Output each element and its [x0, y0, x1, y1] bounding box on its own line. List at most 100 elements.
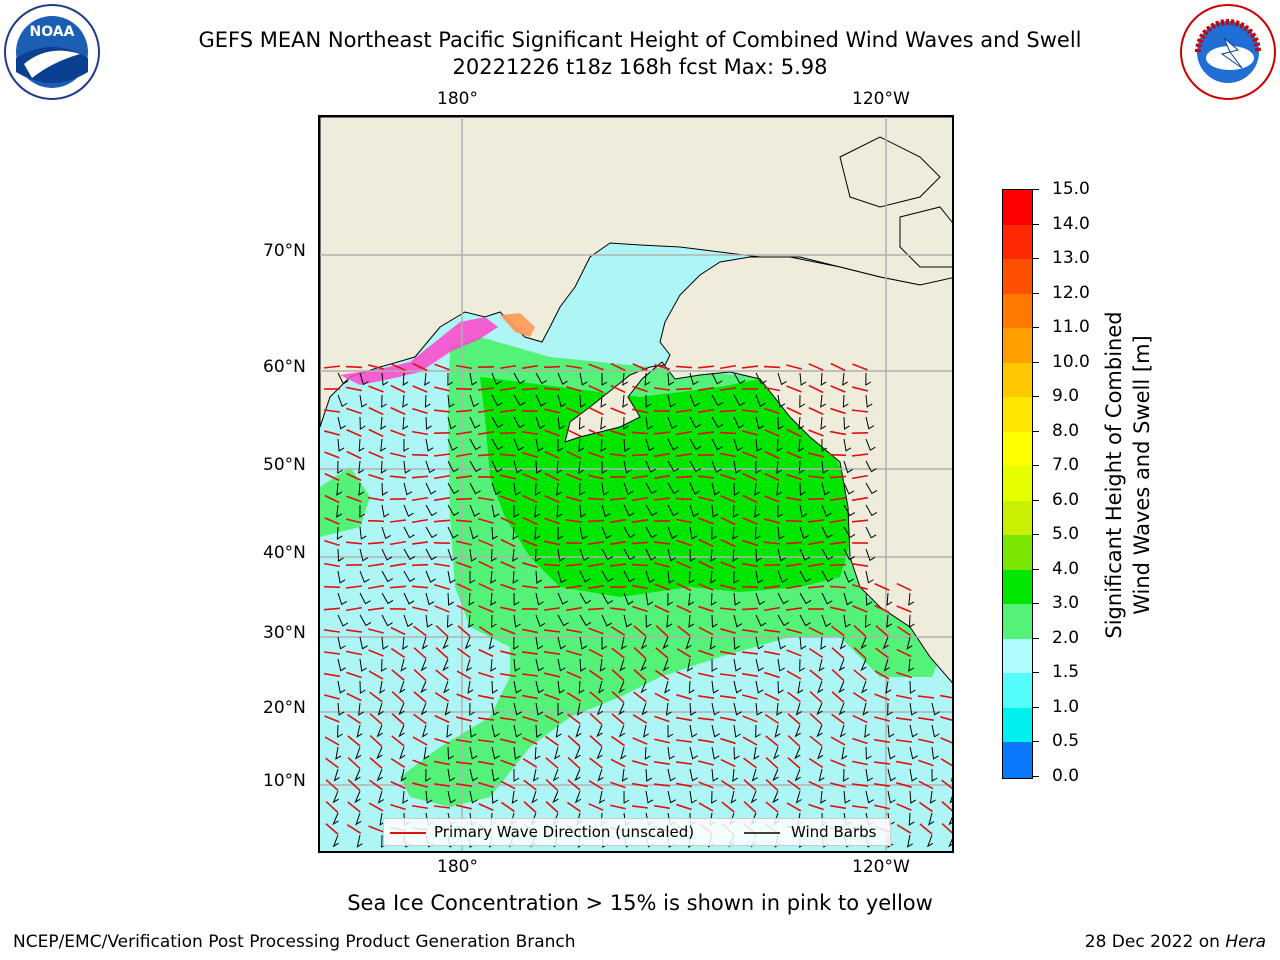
wave-direction-arrow — [522, 737, 538, 745]
wave-direction-arrow — [565, 519, 583, 523]
wave-direction-arrow — [587, 519, 605, 523]
wave-direction-arrow — [764, 650, 780, 656]
wind-barb — [381, 636, 389, 650]
wave-direction-arrow — [809, 669, 823, 681]
wind-barb — [642, 724, 649, 738]
wave-direction-arrow — [829, 518, 847, 524]
wave-direction-arrow — [434, 386, 450, 392]
wind-barb — [535, 724, 543, 738]
wave-direction-arrow — [653, 431, 671, 435]
wave-direction-arrow — [874, 716, 890, 722]
wave-direction-arrow — [831, 625, 845, 637]
wave-direction-arrow — [367, 496, 385, 502]
colorbar-tick-label: 14.0 — [1052, 213, 1090, 234]
wind-barb — [358, 702, 365, 716]
wind-barb — [645, 504, 658, 517]
wind-barb — [578, 416, 585, 430]
chart-subtitle: 20221226 t18z 168h fcst Max: 5.98 — [452, 55, 828, 79]
wind-barb — [667, 372, 675, 386]
colorbar-label-line1: Significant Height of Combined — [1102, 311, 1126, 639]
wave-direction-arrow — [456, 582, 472, 592]
wind-barb — [799, 394, 806, 408]
wind-barb — [377, 702, 384, 716]
wave-direction-arrow — [434, 605, 450, 613]
wind-barb — [906, 636, 913, 650]
wave-direction-arrow — [765, 735, 779, 747]
wave-direction-arrow — [499, 409, 517, 413]
wind-barb — [535, 460, 542, 474]
colorbar-tick-mark — [1033, 189, 1039, 190]
wave-direction-arrow — [522, 516, 538, 526]
colorbar-tick-label: 7.0 — [1052, 455, 1080, 476]
wave-direction-arrow — [807, 585, 825, 589]
wave-direction-arrow — [785, 496, 803, 502]
wind-barb — [885, 680, 892, 694]
wind-barb — [753, 746, 760, 760]
wind-barb — [887, 790, 896, 804]
wind-barb — [667, 592, 674, 606]
wind-barb — [776, 702, 783, 716]
wave-direction-arrow — [521, 585, 539, 589]
wind-barb — [356, 834, 363, 848]
wind-barb — [535, 570, 543, 584]
wind-barb — [381, 548, 393, 561]
wind-barb — [821, 592, 833, 605]
wind-barb — [491, 504, 500, 518]
wind-barb — [464, 636, 471, 650]
wave-direction-arrow — [544, 714, 560, 724]
wind-barb — [465, 658, 472, 672]
wind-barb — [491, 438, 504, 451]
wind-barb — [733, 614, 743, 628]
wind-barb — [398, 724, 405, 738]
wave-direction-arrow — [633, 669, 647, 681]
wind-barb — [620, 746, 627, 760]
wave-direction-arrow — [786, 670, 802, 680]
wind-barb — [469, 438, 482, 451]
wave-direction-arrow — [433, 409, 451, 413]
wind-barb — [843, 592, 853, 606]
wind-barb — [358, 482, 365, 496]
wave-direction-arrow — [896, 625, 912, 637]
wave-direction-arrow — [677, 625, 691, 637]
chart-title: GEFS MEAN Northeast Pacific Significant … — [198, 28, 1082, 52]
colorbar-segment — [1003, 397, 1032, 433]
wave-direction-arrow — [588, 451, 604, 459]
wave-direction-arrow — [676, 803, 692, 811]
wind-barb — [667, 790, 676, 804]
wave-direction-arrow — [346, 823, 362, 835]
wind-barb — [337, 438, 345, 452]
wave-direction-arrow — [741, 365, 759, 369]
wind-barb — [469, 570, 476, 584]
wind-barb — [555, 724, 562, 738]
wave-direction-arrow — [588, 780, 604, 790]
wave-direction-arrow — [543, 651, 561, 655]
wind-barb — [711, 768, 719, 782]
wave-direction-arrow — [698, 538, 714, 548]
wave-direction-arrow — [478, 803, 494, 811]
wave-direction-arrow — [457, 625, 471, 637]
wind-barb — [798, 438, 805, 452]
colorbar-tick-label: 15.0 — [1052, 179, 1090, 199]
wind-barb — [931, 768, 938, 782]
wave-direction-arrow — [567, 779, 581, 791]
colorbar-segment — [1003, 190, 1032, 226]
wind-barb — [816, 702, 823, 716]
wave-direction-arrow — [609, 540, 627, 546]
wave-direction-arrow — [676, 561, 692, 569]
wind-barb — [491, 768, 500, 782]
wave-direction-arrow — [566, 450, 582, 460]
wind-barb — [425, 592, 435, 606]
wave-direction-legend-line — [390, 832, 426, 834]
wave-direction-arrow — [808, 626, 824, 636]
sea-ice-bering — [340, 317, 498, 385]
wave-direction-arrow — [654, 738, 670, 744]
wind-barb — [512, 570, 519, 584]
lat-label-20n: 20°N — [263, 698, 306, 718]
wind-barb — [491, 526, 498, 540]
wind-barb — [645, 614, 652, 628]
wind-barb — [532, 768, 539, 782]
wind-barb — [820, 636, 827, 650]
wave-direction-arrow — [368, 473, 384, 481]
wind-barb — [862, 702, 869, 716]
wave-direction-arrow — [345, 386, 363, 392]
